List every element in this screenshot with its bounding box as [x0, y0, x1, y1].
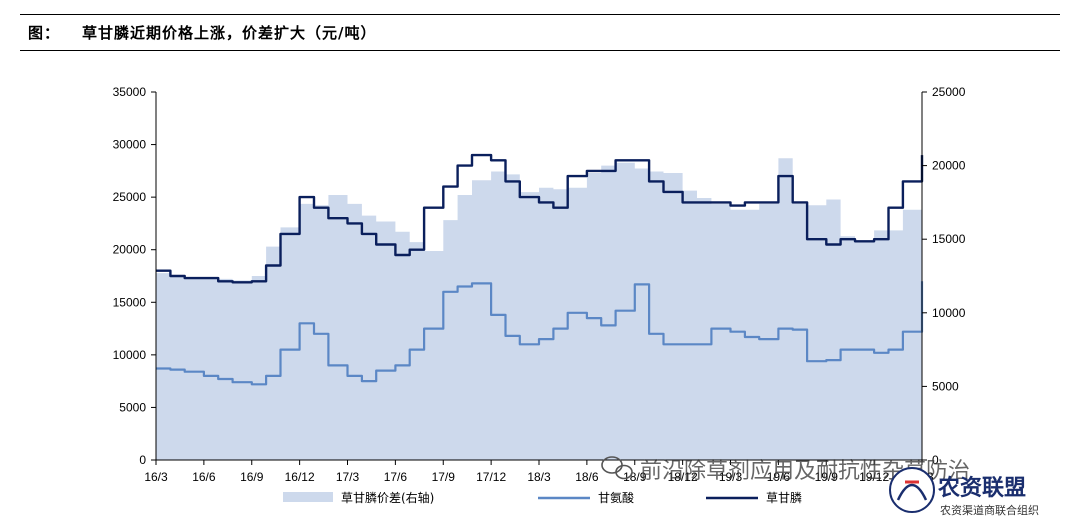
lines-layer: [156, 153, 924, 386]
top-rule: [20, 14, 1060, 15]
area-series-spread: [156, 158, 922, 460]
legend-label: 甘氨酸: [598, 490, 634, 505]
x-tick-label: 16/6: [192, 470, 216, 484]
x-tick-label: 16/9: [240, 470, 264, 484]
x-tick-label: 18/9: [623, 470, 647, 484]
y-right-tick-label: 5000: [932, 379, 959, 393]
x-tick-label: 16/3: [144, 470, 168, 484]
x-tick-label: 19/6: [767, 470, 791, 484]
legend-swatch-spread: [283, 492, 333, 502]
axes-layer: 0 5000 10000 15000 20000 25000 30000 35000 0 5000…: [113, 85, 966, 484]
x-tick-label: 17/9: [432, 470, 456, 484]
chart-title: 图： 草甘膦近期价格上涨，价差扩大（元/吨）: [28, 22, 377, 43]
x-tick-label: 16/12: [285, 470, 315, 484]
logo-subtext: 农资渠道商联合组织: [940, 503, 1039, 517]
watermark: 前沿除草剂应用及耐抗性杂草防治 农资联盟 农资渠道商联合组织: [601, 456, 1039, 517]
y-left-tick-label: 35000: [113, 85, 147, 99]
y-left-tick-label: 25000: [113, 190, 147, 204]
y-left-tick-label: 10000: [113, 348, 147, 362]
line-series-glycine: [156, 281, 924, 386]
logo-badge: [889, 467, 935, 513]
x-tick-label: 19/12: [859, 470, 889, 484]
area-layer: [156, 158, 922, 460]
line-series-glyphosate: [156, 153, 924, 284]
legend-label: 草甘膦价差(右轴): [341, 490, 434, 505]
x-tick-label: 18/6: [575, 470, 599, 484]
x-tick-label: 17/12: [476, 470, 506, 484]
logo-text: 农资联盟: [937, 475, 1026, 501]
figure-title: 草甘膦近期价格上涨，价差扩大（元/吨）: [82, 24, 377, 42]
y-left-tick-label: 30000: [113, 138, 147, 152]
legend-label: 草甘膦: [766, 490, 802, 505]
y-right-tick-label: 20000: [932, 159, 966, 173]
y-left-tick-label: 0: [139, 453, 146, 467]
figure-label: 图：: [28, 24, 61, 42]
x-tick-label: 18/3: [527, 470, 551, 484]
y-right-tick-label: 25000: [932, 85, 966, 99]
y-right-tick-label: 15000: [932, 232, 966, 246]
x-tick-label: 17/6: [384, 470, 408, 484]
x-tick-label: 19/9: [815, 470, 839, 484]
x-tick-label: 17/3: [336, 470, 360, 484]
x-tick-label: 18/12: [668, 470, 698, 484]
wechat-icon: [601, 456, 633, 480]
bottom-rule: [20, 50, 1060, 51]
y-left-tick-label: 5000: [119, 400, 146, 414]
x-tick-label: 19/3: [719, 470, 743, 484]
y-left-tick-label: 15000: [113, 295, 147, 309]
y-left-tick-label: 20000: [113, 243, 147, 257]
title-bar: 图： 草甘膦近期价格上涨，价差扩大（元/吨）: [20, 14, 1060, 51]
y-right-tick-label: 0: [932, 453, 939, 467]
y-right-tick-label: 10000: [932, 306, 966, 320]
legend: 草甘膦价差(右轴) 甘氨酸 草甘膦: [283, 490, 802, 505]
